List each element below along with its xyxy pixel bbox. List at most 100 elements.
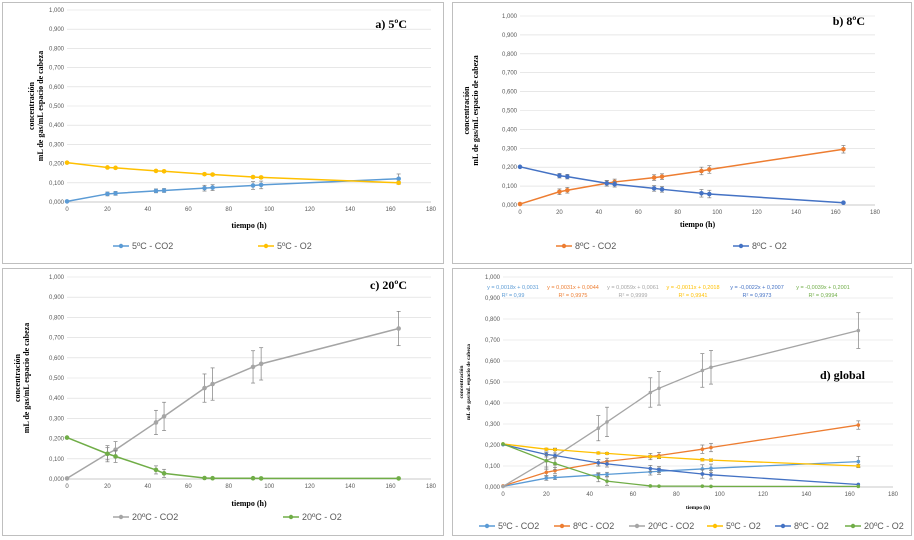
chart-a-y-tick-label: 0,300 — [49, 142, 65, 148]
chart-b-x-tick-label: 60 — [635, 210, 642, 216]
chart-d-data-point — [544, 447, 549, 451]
chart-a-data-point — [258, 175, 264, 180]
chart-b-data-point — [707, 167, 712, 172]
chart-d-data-point — [657, 484, 661, 488]
chart-b-y-tick-label: 0,400 — [502, 127, 518, 133]
chart-a-y-tick-label: 0,200 — [49, 162, 65, 168]
chart-d-data-point — [709, 484, 713, 489]
chart-b-x-tick-label: 100 — [712, 210, 723, 216]
chart-c-data-point — [396, 476, 401, 481]
chart-a-data-point — [202, 171, 207, 177]
chart-d-y-tick-label: 0,300 — [485, 422, 501, 428]
chart-d-y-tick-label: 0,500 — [485, 380, 501, 386]
chart-a-y-tick-label: 0,600 — [49, 85, 65, 91]
chart-b-y-axis-title: concentración — [462, 86, 471, 135]
chart-b-x-tick-label: 160 — [831, 210, 842, 216]
chart-b-y-tick-label: 1,000 — [502, 14, 518, 20]
chart-d-series-line — [502, 443, 859, 488]
chart-b-y-tick-label: 0,600 — [502, 90, 518, 96]
chart-a-title: a) 5ºC — [375, 17, 407, 31]
chart-b-data-point — [517, 201, 523, 207]
chart-panel-d: 0,000 0,100 0,200 0,300 0,400 0,500 0,600 0,700… — [452, 268, 912, 536]
chart-b-legend-marker — [738, 243, 744, 249]
chart-d-legend-marker — [712, 523, 718, 529]
chart-a-x-tick-label: 160 — [386, 207, 397, 213]
chart-d-y-axis-title: mL de gas/mL espacio de cabeza — [466, 344, 472, 420]
chart-a-y-axis-title: concentración — [27, 81, 36, 130]
chart-a-data-point — [105, 191, 110, 197]
trendline-r2: R² = 0,9941 — [679, 293, 708, 299]
chart-b-data-point — [612, 181, 617, 187]
chart-d-data-point — [596, 461, 601, 465]
chart-d-y-tick-label: 0,000 — [485, 485, 501, 491]
chart-d-legend-label: 5ºC - CO2 — [498, 521, 539, 531]
chart-b-y-tick-label: 0,500 — [502, 109, 518, 115]
chart-c-data-point — [250, 475, 256, 481]
chart-b-data-point — [517, 164, 523, 170]
trendline-equation: y = 0,0018x + 0,0031 — [487, 285, 539, 291]
chart-d-data-point — [648, 466, 653, 471]
chart-d-data-point — [605, 420, 609, 424]
chart-a-data-point — [250, 183, 256, 188]
chart-d-series-line — [502, 424, 859, 487]
chart-a-y-tick-label: 0,500 — [49, 104, 65, 110]
chart-a-data-point — [202, 185, 207, 191]
chart-d-data-point — [596, 426, 601, 430]
chart-d-data-point — [700, 368, 705, 373]
chart-d-data-point — [856, 423, 861, 427]
chart-c-y-tick-label: 0,100 — [49, 457, 65, 463]
chart-a-y-tick-label: 0,100 — [49, 181, 65, 187]
chart-c-data-point — [202, 475, 207, 481]
chart-d-series-line — [502, 460, 859, 488]
chart-b-series-line — [519, 166, 844, 204]
chart-c-legend-label: 20ºC - O2 — [302, 512, 342, 522]
chart-c-x-tick-label: 120 — [305, 484, 316, 490]
chart-d-data-point — [605, 472, 609, 477]
chart-b-y-tick-label: 0,800 — [502, 52, 518, 58]
chart-c-y-tick-label: 0,400 — [49, 396, 65, 402]
trendline-r2: R² = 0,99 — [502, 293, 525, 299]
chart-c-y-axis-title: mL de gas/mL espacio de cabeza — [22, 323, 31, 433]
chart-b-data-point — [604, 180, 610, 186]
chart-c-y-tick-label: 0,200 — [49, 437, 65, 443]
chart-d-data-point — [709, 365, 713, 370]
chart-b-data-point — [841, 200, 846, 206]
trendline-equation: y = 0,0031x + 0,0044 — [547, 285, 599, 291]
chart-d-x-tick-label: 180 — [888, 492, 899, 498]
chart-d-legend-label: 5ºC - O2 — [726, 521, 761, 531]
chart-a-x-tick-label: 180 — [426, 207, 437, 213]
chart-b-data-point — [841, 146, 846, 152]
chart-d-legend-label: 20ºC - O2 — [864, 521, 904, 531]
chart-d-data-point — [553, 447, 557, 452]
chart-d-data-point — [501, 442, 505, 446]
chart-d-data-point — [605, 479, 609, 483]
chart-b-data-point — [659, 174, 665, 179]
chart-a-y-axis-title: mL de gas/mL espacio de cabeza — [36, 51, 45, 161]
chart-a-series-line — [66, 178, 399, 203]
chart-c-data-point — [161, 414, 167, 419]
chart-d-data-point — [700, 472, 705, 476]
trendline-equation: y = -0,0011x + 0,2018 — [666, 285, 719, 291]
trendline-r2: R² = 0,9975 — [559, 293, 588, 299]
chart-d-data-point — [544, 470, 549, 475]
chart-c-legend-label: 20ºC - CO2 — [132, 512, 178, 522]
chart-c-x-tick-label: 0 — [65, 484, 69, 490]
chart-d-data-point — [856, 484, 861, 489]
chart-d-x-tick-label: 80 — [673, 492, 680, 498]
chart-d-x-tick-label: 120 — [758, 492, 769, 498]
chart-a-x-tick-label: 140 — [345, 207, 356, 213]
chart-d-data-point — [657, 386, 661, 391]
chart-d-data-point — [605, 462, 609, 466]
chart-c-y-tick-label: 0,300 — [49, 416, 65, 422]
chart-b-y-tick-label: 0,100 — [502, 184, 518, 190]
chart-b-title: b) 8ºC — [833, 14, 865, 28]
chart-c-data-point — [113, 454, 118, 459]
chart-c-data-point — [258, 476, 264, 481]
trendline-equation: y = -0,0022x + 0,2007 — [730, 285, 784, 291]
chart-c-series-line — [66, 436, 399, 480]
chart-b-x-tick-label: 20 — [556, 210, 563, 216]
chart-b-data-point — [565, 174, 570, 179]
chart-d-data-point — [856, 459, 861, 464]
chart-panel-c: 0,000 0,100 0,200 0,300 0,400 0,500 0,600 0,700… — [2, 268, 444, 536]
chart-b-data-point — [699, 168, 704, 174]
